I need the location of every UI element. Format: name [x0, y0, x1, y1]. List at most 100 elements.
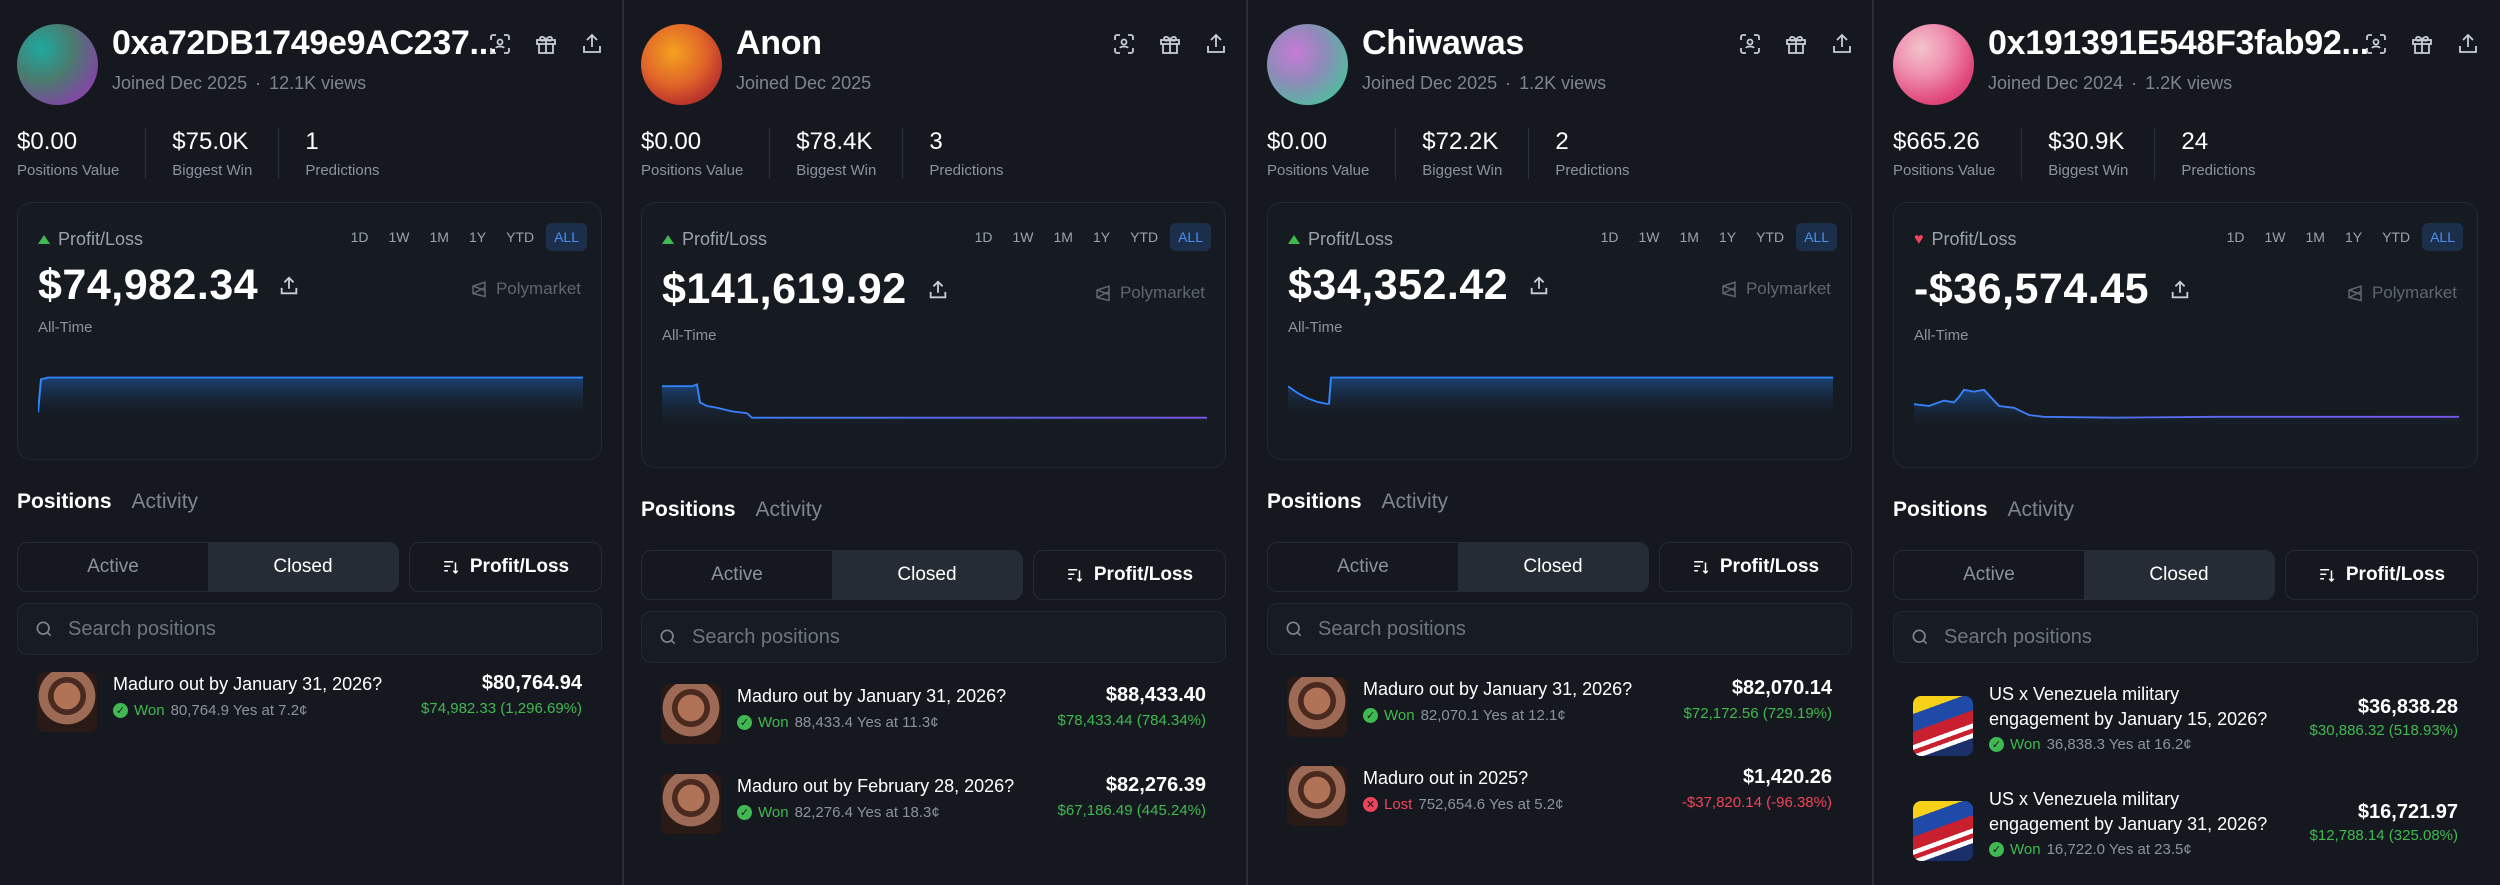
range-1m[interactable]: 1M [429, 229, 449, 245]
tab-positions[interactable]: Positions [1267, 490, 1362, 513]
scan-icon[interactable] [488, 32, 512, 56]
range-1d[interactable]: 1D [1600, 229, 1619, 245]
range-1d[interactable]: 1D [2226, 229, 2245, 245]
stat-label: Predictions [305, 162, 380, 179]
position-row[interactable]: Maduro out by January 31, 2026? ✓ Won 82,… [1267, 677, 1852, 747]
polymarket-logo-icon [2348, 285, 2362, 302]
stat-value: $0.00 [641, 128, 702, 155]
position-row[interactable]: US x Venezuela military engagement by Ja… [1893, 789, 2478, 863]
share-icon[interactable] [2456, 32, 2480, 56]
shares-detail: 82,070.1 Yes at 12.1¢ [1420, 707, 1566, 724]
position-row[interactable]: Maduro out by February 28, 2026? ✓ Won 82… [641, 774, 1226, 844]
status-text: Won [758, 714, 789, 731]
filter-closed-button[interactable]: Closed [832, 551, 1022, 599]
share-icon[interactable] [580, 32, 604, 56]
range-1w[interactable]: 1W [1012, 229, 1034, 245]
tab-activity[interactable]: Activity [755, 498, 823, 521]
profit-loss-amount: $141,619.92 [662, 265, 907, 313]
stat-item: $0.00 Positions Value [641, 128, 771, 179]
share-icon[interactable] [2169, 279, 2191, 301]
range-1w[interactable]: 1W [2264, 229, 2286, 245]
search-input[interactable] [68, 617, 548, 641]
search-input[interactable] [1944, 625, 2424, 649]
sort-profit-loss-button[interactable]: Profit/Loss [1659, 542, 1852, 592]
range-1w[interactable]: 1W [388, 229, 410, 245]
market-title-line-1: US x Venezuela military [1989, 789, 2180, 809]
chart-line [38, 376, 583, 413]
range-1y[interactable]: 1Y [1092, 229, 1111, 245]
trend-up-icon [662, 235, 674, 244]
search-input[interactable] [692, 625, 1172, 649]
range-ytd[interactable]: YTD [1130, 229, 1159, 245]
share-icon[interactable] [1528, 275, 1550, 297]
range-1m[interactable]: 1M [2305, 229, 2325, 245]
share-icon[interactable] [1830, 32, 1854, 56]
range-1w[interactable]: 1W [1638, 229, 1660, 245]
tab-positions[interactable]: Positions [1893, 498, 1988, 521]
tab-activity[interactable]: Activity [2007, 498, 2075, 521]
filter-closed-button[interactable]: Closed [2084, 551, 2274, 599]
tab-activity[interactable]: Activity [131, 490, 199, 513]
position-filter: Active Closed Profit/Loss [17, 542, 602, 592]
sort-profit-loss-button[interactable]: Profit/Loss [1033, 550, 1226, 600]
share-icon[interactable] [1204, 32, 1228, 56]
brand-name: Polymarket [1745, 279, 1831, 298]
range-1y[interactable]: 1Y [468, 229, 487, 245]
filter-active-button[interactable]: Active [87, 556, 139, 577]
share-icon[interactable] [278, 275, 300, 297]
stats-row: $0.00 Positions Value $72.2K Biggest Win 2… [1267, 128, 1682, 179]
tab-positions[interactable]: Positions [17, 490, 112, 513]
sort-profit-loss-button[interactable]: Profit/Loss [2285, 550, 2478, 600]
stat-item: $0.00 Positions Value [1267, 128, 1397, 179]
scan-icon[interactable] [1738, 32, 1762, 56]
tab-activity[interactable]: Activity [1381, 490, 1449, 513]
filter-active-button[interactable]: Active [711, 564, 763, 585]
range-all[interactable]: ALL [1170, 223, 1211, 251]
range-1y[interactable]: 1Y [1718, 229, 1737, 245]
market-thumbnail [1913, 696, 1973, 756]
position-detail: ✓ Won 80,764.9 Yes at 7.2¢ [113, 702, 307, 719]
range-ytd[interactable]: YTD [506, 229, 535, 245]
search-bar [1893, 611, 2478, 663]
range-all[interactable]: ALL [1796, 223, 1837, 251]
position-detail: ✓ Won 16,722.0 Yes at 23.5¢ [1989, 841, 2192, 858]
range-1d[interactable]: 1D [350, 229, 369, 245]
position-filter: Active Closed Profit/Loss [641, 550, 1226, 600]
sort-profit-loss-button[interactable]: Profit/Loss [409, 542, 602, 592]
position-row[interactable]: Maduro out in 2025? ✕ Lost 752,654.6 Yes … [1267, 766, 1852, 836]
filter-closed-button[interactable]: Closed [208, 543, 398, 591]
range-all[interactable]: ALL [546, 223, 587, 251]
gift-icon[interactable] [1784, 32, 1808, 56]
range-ytd[interactable]: YTD [1756, 229, 1785, 245]
chart-area [1288, 377, 1833, 423]
gift-icon[interactable] [534, 32, 558, 56]
status-text: Lost [1384, 796, 1413, 813]
search-input[interactable] [1318, 617, 1798, 641]
gift-icon[interactable] [2410, 32, 2434, 56]
gift-icon[interactable] [1158, 32, 1182, 56]
stat-item: 1 Predictions [305, 128, 405, 179]
scan-icon[interactable] [1112, 32, 1136, 56]
range-1m[interactable]: 1M [1679, 229, 1699, 245]
position-row[interactable]: US x Venezuela military engagement by Ja… [1893, 684, 2478, 758]
search-icon [1286, 621, 1302, 637]
range-ytd[interactable]: YTD [2382, 229, 2411, 245]
share-icon[interactable] [927, 279, 949, 301]
position-detail: ✓ Won 36,838.3 Yes at 16.2¢ [1989, 736, 2192, 753]
stat-label: Positions Value [17, 162, 120, 179]
range-1d[interactable]: 1D [974, 229, 993, 245]
range-all[interactable]: ALL [2422, 223, 2463, 251]
tab-positions[interactable]: Positions [641, 498, 736, 521]
position-row[interactable]: Maduro out by January 31, 2026? ✓ Won 88,… [641, 684, 1226, 754]
filter-active-button[interactable]: Active [1963, 564, 2015, 585]
filter-closed-button[interactable]: Closed [1458, 543, 1648, 591]
range-1y[interactable]: 1Y [2344, 229, 2363, 245]
range-1m[interactable]: 1M [1053, 229, 1073, 245]
position-row[interactable]: Maduro out by January 31, 2026? ✓ Won 80,… [17, 672, 602, 742]
market-title-line-1: Maduro out by February 28, 2026? [737, 776, 1015, 796]
scan-icon[interactable] [2364, 32, 2388, 56]
filter-active-button[interactable]: Active [1337, 556, 1389, 577]
profit-loss-value: $141,619.92 [662, 265, 949, 314]
stat-value: 1 [305, 128, 319, 155]
profit-loss-title: Profit/Loss [682, 229, 768, 249]
